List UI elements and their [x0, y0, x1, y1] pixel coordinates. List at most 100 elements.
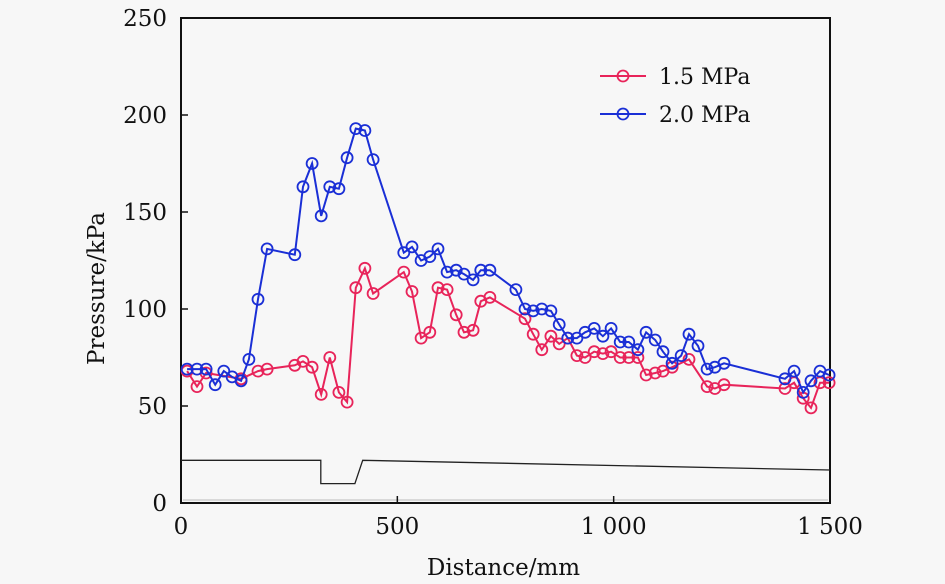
data-point [234, 374, 248, 388]
data-point [822, 368, 836, 382]
data-point [570, 349, 584, 363]
legend-item: 1.5 MPa [600, 65, 750, 90]
data-point [596, 329, 610, 343]
data-point [332, 385, 346, 399]
data-point [804, 374, 818, 388]
data-point [778, 372, 792, 386]
series-layer [180, 122, 836, 415]
data-point [314, 209, 328, 223]
y-tick-label: 200 [123, 103, 167, 129]
data-point [431, 242, 445, 256]
data-point [552, 337, 566, 351]
legend-label: 2.0 MPa [659, 103, 750, 128]
data-point [613, 335, 627, 349]
x-axis: 0 500 1 000 1 500 [174, 496, 863, 540]
data-point [199, 362, 213, 376]
data-point [423, 325, 437, 339]
data-point [466, 273, 480, 287]
data-point [305, 157, 319, 170]
y-tick-label: 100 [123, 297, 167, 323]
data-point [305, 360, 319, 374]
data-point [787, 364, 801, 378]
legend-item: 2.0 MPa [600, 103, 750, 128]
data-point [251, 364, 265, 378]
data-point [457, 267, 471, 281]
x-axis-title: Distance/mm [427, 555, 580, 581]
data-point [449, 263, 463, 277]
data-point [466, 323, 480, 337]
data-point [682, 352, 696, 366]
data-point [822, 376, 836, 390]
data-point [596, 347, 610, 361]
data-point [587, 321, 601, 335]
data-point [700, 380, 714, 394]
data-point [474, 263, 488, 277]
data-point [323, 180, 337, 194]
x-tick-label: 500 [375, 514, 419, 540]
data-point [483, 263, 497, 277]
series-line [187, 127, 830, 395]
plot-frame [180, 17, 831, 504]
legend-marker [616, 107, 630, 121]
data-point [288, 248, 302, 262]
data-point [296, 354, 310, 368]
data-point [217, 364, 231, 378]
data-point [405, 285, 419, 298]
data-point [665, 356, 679, 370]
data-point [544, 304, 558, 318]
data-point [251, 292, 265, 306]
data-point [190, 362, 204, 376]
data-point [449, 308, 463, 322]
data-point [656, 345, 670, 359]
series-line [186, 265, 830, 410]
data-point [332, 182, 346, 196]
data-point [440, 265, 454, 279]
data-point [180, 362, 194, 376]
data-point [552, 318, 566, 331]
y-tick-label: 250 [123, 6, 167, 32]
data-point [518, 302, 532, 316]
data-point [796, 385, 810, 399]
y-axis-title: Pressure/kPa [84, 212, 110, 365]
x-tick-label: 0 [174, 514, 189, 540]
profile-line [181, 459, 831, 485]
data-point [208, 378, 222, 392]
legend-label: 1.5 MPa [659, 65, 750, 90]
data-point [431, 281, 445, 295]
data-point [314, 387, 328, 401]
data-point [358, 261, 372, 275]
legend: 1.5 MPa 2.0 MPa [600, 65, 750, 128]
data-point [622, 351, 636, 364]
data-point [561, 331, 575, 345]
data-point [648, 366, 662, 380]
y-tick-label: 50 [138, 394, 167, 420]
data-point [674, 349, 688, 363]
data-point [587, 345, 601, 359]
data-point [604, 321, 618, 335]
data-point [457, 325, 471, 339]
data-point [544, 329, 558, 343]
data-point [717, 378, 731, 392]
data-point [639, 325, 653, 339]
y-tick-label: 0 [152, 491, 167, 517]
data-point [358, 124, 372, 137]
data-point [804, 401, 818, 415]
x-tick-label: 1 500 [797, 514, 863, 540]
data-point [414, 331, 428, 345]
data-point [717, 356, 731, 370]
data-point [260, 362, 274, 376]
data-point [349, 281, 363, 295]
data-point [631, 343, 645, 357]
data-point [423, 250, 437, 264]
data-point [700, 362, 714, 376]
data-point [648, 333, 662, 347]
data-point [323, 351, 337, 364]
data-point [639, 368, 653, 382]
data-point [349, 122, 363, 136]
data-point [691, 339, 705, 353]
legend-marker [616, 69, 630, 83]
data-point [778, 382, 792, 395]
data-point [578, 351, 592, 364]
series-2-0-mpa [180, 122, 836, 399]
